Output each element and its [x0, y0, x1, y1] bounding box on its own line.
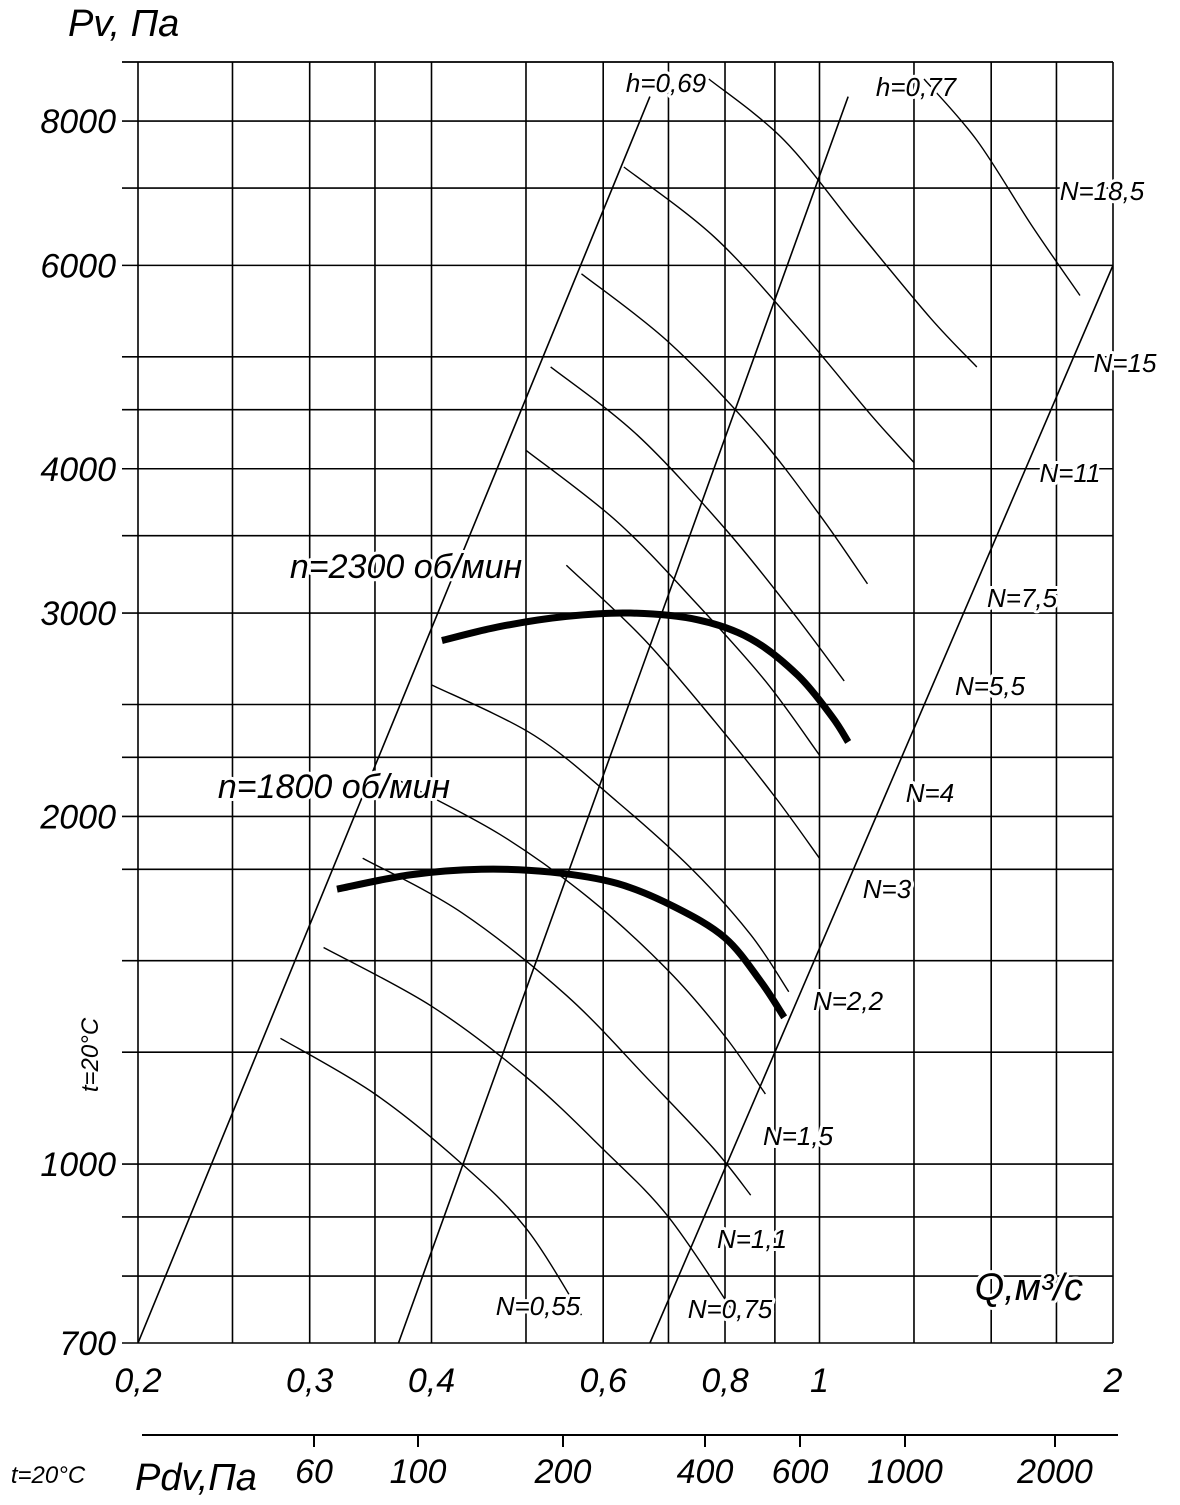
power-curve — [581, 273, 869, 585]
pdv-tick-label: 200 — [534, 1453, 592, 1491]
power-curve-label: N=4 — [906, 778, 954, 808]
pdv-tick-label: 400 — [677, 1453, 734, 1491]
efficiency-line — [138, 96, 651, 1343]
bottom-temperature-label: t=20°C — [11, 1462, 86, 1489]
x-axis-title: Q,м³/с — [975, 1267, 1083, 1309]
x-tick-label: 2 — [1103, 1362, 1123, 1400]
pdv-tick-label: 1000 — [867, 1453, 943, 1491]
power-curve — [525, 449, 821, 756]
rpm-series-line — [336, 865, 788, 1020]
power-curve-label: N=7,5 — [987, 583, 1058, 613]
power-curve-label: N=2,2 — [813, 986, 884, 1016]
y-axis-title: Pv, Па — [68, 3, 179, 45]
y-tick-label: 2000 — [39, 798, 116, 836]
power-curve-label: N=3 — [863, 874, 912, 904]
power-curve — [280, 1037, 583, 1316]
ray-line — [397, 96, 849, 1343]
x-tick-label: 0,2 — [114, 1362, 161, 1400]
power-curve-label: N=1,5 — [763, 1121, 834, 1151]
pdv-tick-label: 2000 — [1016, 1453, 1093, 1491]
grid — [122, 61, 1114, 1344]
power-curve — [623, 166, 915, 463]
efficiency-label: h=0,69 — [626, 68, 706, 98]
series-label: n=2300 об/мин — [290, 548, 523, 586]
power-curve-label: N=11 — [1040, 458, 1101, 488]
efficiency-label: h=0,77 — [876, 72, 958, 102]
power-curve — [550, 366, 845, 682]
power-curve — [708, 78, 978, 368]
efficiency-line — [649, 265, 1113, 1343]
x-tick-label: 0,3 — [286, 1362, 333, 1400]
x-tick-label: 0,6 — [580, 1362, 627, 1400]
pdv-tick-label: 60 — [295, 1453, 333, 1491]
power-curve-label: N=15 — [1094, 348, 1157, 378]
power-curve-label: N=0,55 — [496, 1291, 581, 1321]
x-tick-label: 1 — [810, 1362, 829, 1400]
axes: 700 1000 2000 3000 4000 6000 8000 0,2 0,3 0,4 0,6 0… — [11, 3, 1123, 1499]
power-curve — [923, 78, 1081, 296]
pdv-tick-label: 100 — [390, 1453, 447, 1491]
temperature-label: t=20°C — [77, 1017, 104, 1092]
y-tick-label: 4000 — [40, 451, 116, 489]
x-tick-label: 0,4 — [408, 1362, 455, 1400]
x-tick-label: 0,8 — [701, 1362, 748, 1400]
pdv-axis-title: Pdv,Па — [135, 1457, 257, 1499]
power-curve — [431, 684, 790, 993]
y-tick-label: 3000 — [40, 595, 116, 633]
power-curve — [362, 857, 752, 1196]
pdv-tick-label: 600 — [772, 1453, 829, 1491]
power-curve-label: N=18,5 — [1060, 176, 1145, 206]
y-tick-label: 1000 — [40, 1146, 116, 1184]
power-curve — [323, 946, 737, 1316]
labels: N=0,55 N=0,75 N=1,1 N=1,5 N=2,2 N=3 N=4 N=5,5 N=… — [215, 65, 1160, 1327]
power-curve — [565, 564, 821, 859]
power-curve-label: N=1,1 — [717, 1224, 787, 1254]
y-tick-label: 700 — [59, 1325, 116, 1363]
power-curve-label: N=0,75 — [688, 1294, 773, 1324]
curves — [138, 78, 1113, 1343]
series-label: n=1800 об/мин — [218, 768, 451, 806]
y-tick-label: 8000 — [40, 103, 116, 141]
y-tick-label: 6000 — [40, 247, 116, 285]
rpm-series-line — [441, 609, 852, 744]
power-curve-label: N=5,5 — [955, 671, 1026, 701]
power-curve — [398, 779, 766, 1095]
